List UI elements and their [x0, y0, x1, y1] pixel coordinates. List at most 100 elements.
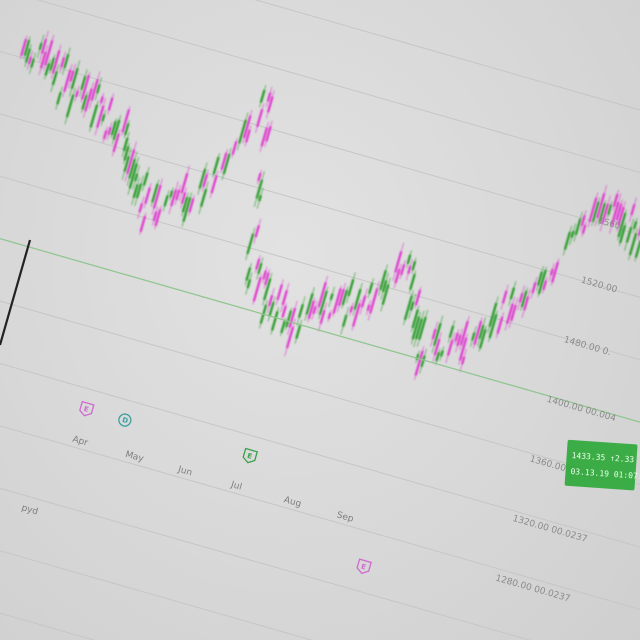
bull-candle: [51, 71, 58, 86]
bull-candle: [285, 310, 293, 328]
event-badges: E D E E: [79, 400, 372, 575]
bull-candle: [570, 230, 575, 238]
bear-candle: [366, 304, 371, 311]
bull-candle: [574, 218, 582, 236]
bear-candle: [260, 127, 269, 147]
bear-candle: [458, 337, 468, 361]
bull-candle: [318, 290, 328, 316]
bull-candle: [151, 183, 159, 203]
bear-candle: [596, 193, 606, 219]
bull-candle: [418, 316, 427, 340]
bear-candle: [317, 282, 327, 308]
bull-candle: [414, 318, 424, 340]
bear-candle: [360, 295, 367, 308]
bear-candle: [138, 203, 144, 213]
candles-group: [19, 30, 640, 381]
bear-candle: [454, 332, 459, 342]
bull-candle: [263, 278, 272, 301]
bull-candle: [409, 273, 416, 290]
bear-candle: [369, 288, 379, 314]
bull-candle: [44, 62, 51, 76]
bull-candle: [411, 309, 420, 329]
bull-candle: [409, 301, 415, 311]
bull-candle: [411, 260, 417, 271]
bear-candle: [276, 284, 284, 301]
bear-candle: [501, 290, 508, 304]
month-label: Apr: [71, 435, 89, 449]
bull-candle: [379, 270, 387, 291]
bull-candle: [435, 351, 441, 362]
grid-line: [0, 301, 640, 584]
bull-candle: [406, 254, 412, 265]
bear-candle: [312, 306, 317, 315]
earnings-badge-icon[interactable]: E: [356, 558, 372, 575]
bear-candle: [231, 141, 238, 155]
bull-candle: [245, 267, 252, 281]
bear-candle: [262, 270, 268, 280]
bear-candle: [349, 305, 354, 313]
bull-candle: [110, 120, 117, 136]
bull-candle: [634, 239, 640, 258]
grid-line: [0, 358, 640, 640]
bear-candle: [267, 294, 274, 307]
bear-candle: [90, 79, 99, 101]
dividend-badge-icon[interactable]: D: [117, 413, 132, 428]
bull-candle: [65, 94, 75, 118]
bear-candle: [400, 264, 406, 276]
bull-candle: [381, 284, 390, 305]
svg-text:E: E: [360, 563, 367, 572]
bull-candle: [520, 290, 528, 308]
bear-candle: [394, 251, 403, 273]
bull-candle: [169, 190, 174, 198]
bull-candle: [112, 119, 121, 141]
bull-candle: [448, 325, 455, 338]
bull-candle: [563, 231, 572, 250]
price-label: 1520.00: [580, 276, 619, 296]
bull-candle: [70, 67, 79, 90]
bear-candle: [510, 304, 517, 321]
bear-candle: [523, 296, 530, 311]
bear-candle: [39, 51, 47, 69]
grid-line: [0, 0, 640, 180]
bull-candle: [95, 84, 101, 94]
bear-candle: [202, 174, 209, 188]
bear-candle: [180, 173, 189, 194]
bear-candle: [496, 316, 504, 334]
bull-candle: [341, 314, 348, 327]
bull-candle: [625, 226, 633, 243]
bull-candle: [478, 324, 485, 340]
bull-candle: [123, 123, 130, 136]
grid-line: [0, 416, 640, 640]
bull-candle: [123, 146, 130, 161]
bull-candle: [38, 42, 43, 50]
bull-candle: [632, 221, 638, 229]
bull-candle: [30, 58, 35, 68]
bear-candle: [433, 338, 441, 356]
svg-text:D: D: [121, 416, 129, 425]
bear-candle: [255, 258, 261, 270]
bear-candle: [112, 133, 120, 153]
current-price-tag-bg: [564, 439, 638, 491]
bear-candle: [96, 105, 105, 128]
bull-candle: [222, 153, 231, 175]
bear-candle: [601, 203, 610, 224]
bull-candle: [259, 89, 266, 103]
bull-candle: [295, 324, 302, 339]
bear-candle: [20, 38, 28, 56]
bear-candle: [456, 334, 462, 347]
month-label: Sep: [335, 510, 354, 524]
bull-candle: [598, 202, 606, 223]
bull-candle: [411, 316, 421, 340]
bull-candle: [268, 301, 275, 317]
price-pct-label: 00.004: [584, 406, 617, 424]
bear-candle: [351, 303, 361, 327]
grid-line: [0, 474, 640, 640]
bull-candle: [617, 212, 627, 238]
bull-candle: [181, 196, 189, 213]
earnings-badge-icon[interactable]: E: [79, 400, 95, 418]
bull-candle: [182, 197, 192, 222]
bear-candle: [180, 192, 187, 204]
bull-candle: [246, 233, 255, 255]
earnings-badge-icon[interactable]: E: [242, 447, 259, 464]
bear-candle: [473, 320, 483, 345]
